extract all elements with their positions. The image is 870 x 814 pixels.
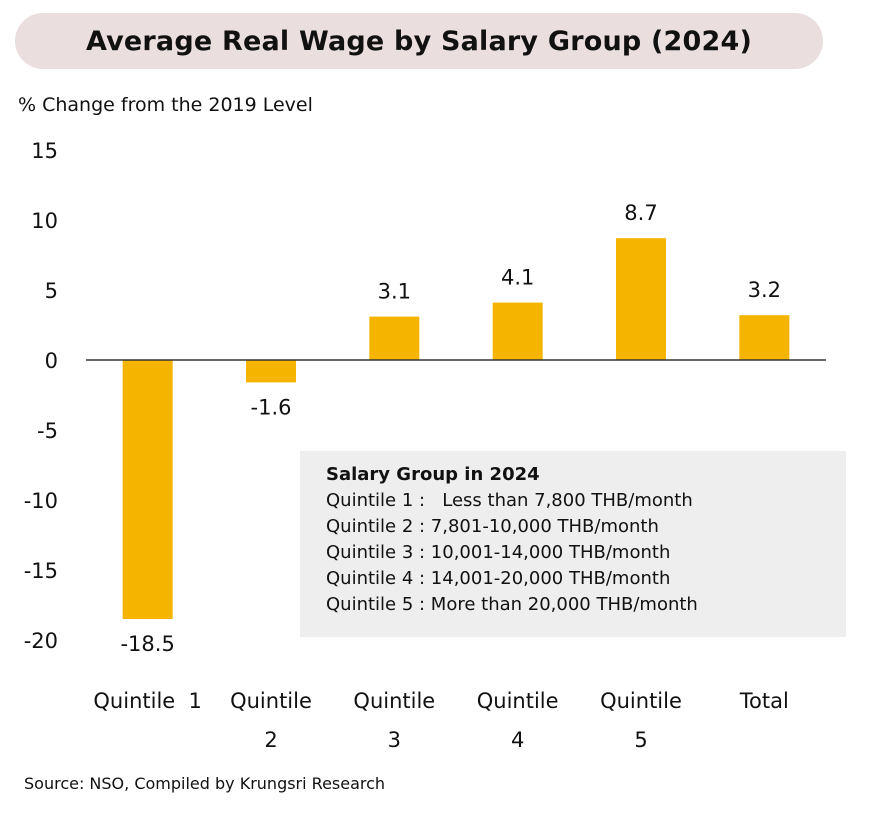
bar: [246, 360, 296, 383]
y-tick-label: 0: [45, 349, 58, 373]
x-tick-label: Total: [739, 689, 789, 713]
x-tick-label: 5: [634, 728, 647, 752]
y-tick-label: 10: [31, 209, 58, 233]
y-axis-label: % Change from the 2019 Level: [18, 94, 313, 116]
legend-item-quintile-5: Quintile 5 : More than 20,000 THB/month: [326, 594, 698, 615]
bar: [739, 315, 790, 360]
y-tick-label: -5: [37, 419, 58, 443]
legend-item-quintile-3: Quintile 3 : 10,001-14,000 THB/month: [326, 542, 671, 563]
data-label: 4.1: [501, 266, 534, 290]
y-tick-label: -20: [24, 629, 58, 653]
data-label: -18.5: [120, 632, 174, 656]
y-tick-label: 5: [45, 279, 58, 303]
legend-item-quintile-4: Quintile 4 : 14,001-20,000 THB/month: [326, 568, 671, 589]
legend-title: Salary Group in 2024: [326, 464, 540, 485]
legend-item-quintile-2: Quintile 2 : 7,801-10,000 THB/month: [326, 516, 659, 537]
chart-title: Average Real Wage by Salary Group (2024): [85, 25, 753, 57]
x-tick-label: Quintile: [600, 689, 682, 713]
bar: [492, 302, 543, 360]
x-tick-label: Quintile 1: [93, 689, 202, 713]
y-tick-label: -10: [24, 489, 58, 513]
x-tick-label: Quintile: [230, 689, 312, 713]
x-tick-label: Quintile: [353, 689, 435, 713]
bar: [122, 360, 173, 619]
data-label: -1.6: [251, 395, 292, 419]
x-tick-label: 4: [511, 728, 524, 752]
source-note: Source: NSO, Compiled by Krungsri Resear…: [24, 774, 386, 793]
bar: [616, 238, 666, 360]
chart-title-banner: Average Real Wage by Salary Group (2024): [15, 13, 823, 69]
data-label: 3.2: [748, 278, 781, 302]
data-label: 8.7: [624, 201, 657, 225]
y-tick-label: 15: [31, 139, 58, 163]
x-tick-label: 3: [388, 728, 401, 752]
y-tick-label: -15: [24, 559, 58, 583]
legend-item-quintile-1: Quintile 1 : Less than 7,800 THB/month: [326, 490, 693, 511]
x-tick-label: 2: [264, 728, 277, 752]
data-label: 3.1: [378, 280, 411, 304]
bar: [369, 316, 420, 360]
x-tick-label: Quintile: [477, 689, 559, 713]
salary-group-legend: Salary Group in 2024 Quintile 1 : Less t…: [300, 451, 846, 637]
